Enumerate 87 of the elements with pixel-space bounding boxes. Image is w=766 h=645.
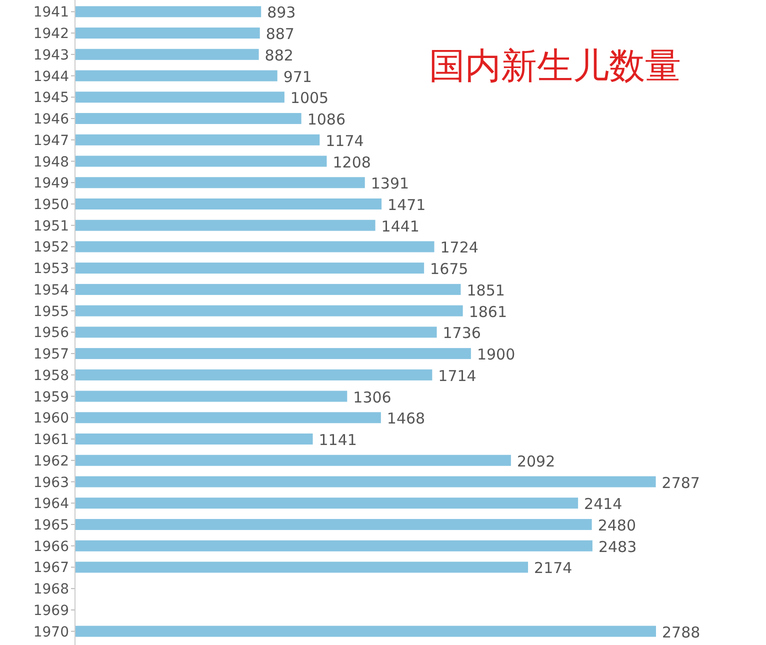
y-tick-label: 1949: [33, 176, 69, 192]
data-label: 2788: [662, 623, 700, 642]
data-label: 2480: [598, 516, 636, 534]
y-tick-label: 1941: [33, 4, 69, 21]
data-label: 1086: [307, 110, 346, 129]
y-tick-label: 1948: [33, 154, 69, 170]
data-label: 1306: [353, 388, 392, 406]
y-tick-label: 1943: [33, 47, 69, 64]
y-tick-label: 1961: [33, 432, 69, 448]
bar: [75, 540, 592, 552]
y-tick-label: 1959: [33, 389, 69, 406]
bar: [75, 113, 302, 124]
y-tick-label: 1955: [33, 304, 69, 320]
y-tick-label: 1944: [33, 68, 70, 85]
y-tick-label: 1946: [33, 112, 70, 128]
y-tick-label: 1962: [33, 453, 69, 470]
data-label: 1861: [468, 302, 508, 321]
data-label: 1675: [430, 260, 468, 278]
y-tick-label: 1957: [33, 346, 69, 363]
data-label: 1208: [332, 153, 371, 172]
data-label: 2414: [584, 495, 622, 514]
bar: [75, 70, 278, 82]
data-label: 2174: [534, 559, 572, 578]
bar: [75, 6, 262, 18]
y-tick-label: 1951: [33, 218, 69, 234]
bar: [75, 434, 313, 445]
data-label: 2483: [598, 538, 637, 556]
bar: [75, 412, 381, 424]
bar: [75, 348, 471, 360]
y-tick-label: 1965: [33, 517, 69, 534]
bar: [75, 454, 511, 466]
bar: [75, 305, 463, 316]
data-label: 1714: [438, 366, 476, 385]
bar: [75, 220, 376, 231]
y-tick-label: 1964: [33, 496, 70, 512]
y-tick-label: 1956: [33, 325, 70, 342]
data-label: 2092: [516, 452, 556, 470]
bar: [75, 390, 348, 402]
bar: [75, 134, 320, 146]
bar: [75, 562, 528, 573]
bar: [75, 262, 424, 274]
y-tick-label: 1958: [33, 368, 69, 384]
y-tick-label: 1947: [33, 132, 69, 149]
y-tick-label: 1966: [33, 538, 70, 555]
data-label: 887: [266, 25, 294, 44]
text: 国内新生儿数量: [429, 46, 681, 87]
data-label: 1174: [326, 132, 364, 150]
y-tick-label: 1954: [33, 282, 70, 298]
y-tick-label: 1950: [33, 196, 69, 213]
bar: [75, 177, 365, 188]
data-label: 1005: [290, 89, 329, 108]
y-tick-label: 1963: [33, 474, 69, 491]
data-label: 1736: [442, 324, 481, 342]
data-label: 1141: [318, 431, 357, 450]
data-label: 1468: [386, 410, 426, 428]
bar: [75, 92, 284, 103]
data-label: 1724: [440, 238, 478, 257]
bar: [75, 518, 592, 530]
y-tick-label: 1952: [33, 240, 69, 256]
bar: [75, 498, 578, 509]
y-tick-label: 1967: [33, 560, 69, 576]
bar: [75, 284, 461, 295]
bar: [75, 626, 656, 637]
bar: [75, 28, 260, 39]
data-label: 882: [264, 46, 294, 64]
bar: [75, 156, 327, 167]
bar: [75, 476, 656, 488]
y-tick-label: 1942: [33, 26, 69, 42]
bar: [75, 48, 259, 60]
bar: [75, 241, 434, 252]
bar: [75, 198, 382, 210]
data-label: 1471: [388, 196, 426, 214]
data-label: 2787: [662, 474, 700, 492]
data-label: 1900: [476, 346, 516, 364]
data-label: 1851: [466, 281, 505, 300]
data-label: 893: [267, 4, 296, 22]
y-tick-label: 1945: [33, 90, 69, 106]
y-tick-label: 1970: [33, 624, 69, 640]
bar: [75, 369, 432, 380]
y-tick-label: 1960: [33, 410, 69, 427]
bar: [75, 326, 437, 338]
data-label: 971: [283, 68, 312, 86]
data-label: 1441: [381, 217, 420, 236]
y-tick-label: 1953: [33, 261, 69, 278]
y-tick-label: 1969: [33, 602, 69, 619]
data-label: 1391: [370, 174, 410, 193]
y-tick-label: 1968: [33, 582, 69, 598]
